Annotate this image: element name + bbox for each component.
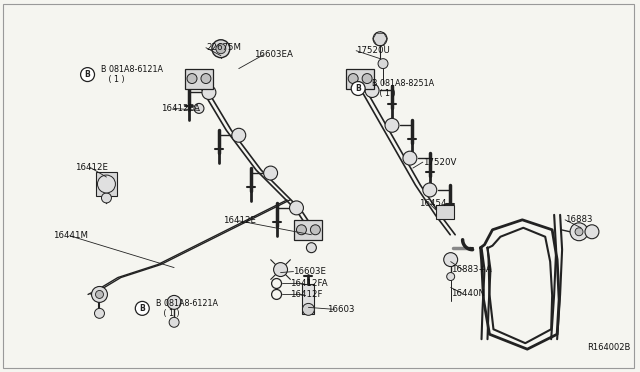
Text: 16412EA: 16412EA [161, 104, 200, 113]
Text: B 081A8-8251A
   ( 1 ): B 081A8-8251A ( 1 ) [372, 79, 434, 98]
Circle shape [373, 32, 387, 46]
Text: 16412E: 16412E [75, 163, 108, 171]
Circle shape [102, 193, 111, 203]
Text: 16454: 16454 [419, 199, 446, 208]
Text: 16440N: 16440N [451, 289, 484, 298]
Circle shape [169, 317, 179, 327]
Bar [95, 172, 117, 196]
Circle shape [575, 228, 583, 236]
Circle shape [385, 118, 399, 132]
Circle shape [201, 74, 211, 84]
Text: 16603E: 16603E [294, 267, 326, 276]
Text: 22675M: 22675M [206, 43, 241, 52]
Circle shape [444, 253, 458, 267]
Bar [346, 68, 374, 89]
Circle shape [307, 243, 316, 253]
Text: 16603EA: 16603EA [253, 50, 292, 59]
Circle shape [303, 304, 314, 315]
Circle shape [187, 74, 197, 84]
Bar [303, 285, 314, 314]
Text: 16603: 16603 [327, 305, 355, 314]
Circle shape [570, 223, 588, 241]
Circle shape [92, 286, 108, 302]
Circle shape [97, 175, 115, 193]
Circle shape [212, 40, 230, 58]
Circle shape [194, 103, 204, 113]
Text: 16412FA: 16412FA [291, 279, 328, 288]
Circle shape [403, 151, 417, 165]
Bar [185, 68, 213, 89]
Circle shape [216, 44, 226, 54]
Circle shape [232, 128, 246, 142]
Circle shape [264, 166, 278, 180]
Circle shape [353, 84, 363, 93]
Text: R164002B: R164002B [587, 343, 630, 352]
Text: 16441M: 16441M [52, 231, 88, 240]
Text: B: B [355, 84, 361, 93]
Circle shape [289, 201, 303, 215]
Text: B: B [84, 70, 90, 79]
Circle shape [167, 295, 181, 310]
Circle shape [365, 84, 379, 97]
Bar [294, 220, 323, 240]
Circle shape [310, 225, 321, 235]
Text: B: B [140, 304, 145, 313]
Circle shape [81, 68, 95, 81]
Text: 16412E: 16412E [223, 217, 256, 225]
Circle shape [378, 59, 388, 68]
Text: B 081A8-6121A
   ( 1 ): B 081A8-6121A ( 1 ) [102, 65, 163, 84]
Circle shape [447, 273, 454, 280]
Circle shape [585, 225, 599, 239]
Bar [436, 205, 454, 219]
Text: 17520V: 17520V [423, 158, 456, 167]
Text: 16883+A: 16883+A [451, 265, 492, 274]
Text: 16412F: 16412F [291, 290, 323, 299]
Circle shape [95, 308, 104, 318]
Text: 16883: 16883 [565, 215, 593, 224]
Text: 17520U: 17520U [356, 46, 390, 55]
Circle shape [135, 301, 149, 315]
Circle shape [348, 74, 358, 84]
Circle shape [296, 225, 307, 235]
Circle shape [362, 74, 372, 84]
Circle shape [273, 263, 287, 276]
Circle shape [95, 291, 104, 298]
Circle shape [423, 183, 436, 197]
Circle shape [351, 81, 365, 96]
Circle shape [202, 86, 216, 99]
Text: B 081A8-6121A
   ( 1 ): B 081A8-6121A ( 1 ) [156, 299, 218, 318]
